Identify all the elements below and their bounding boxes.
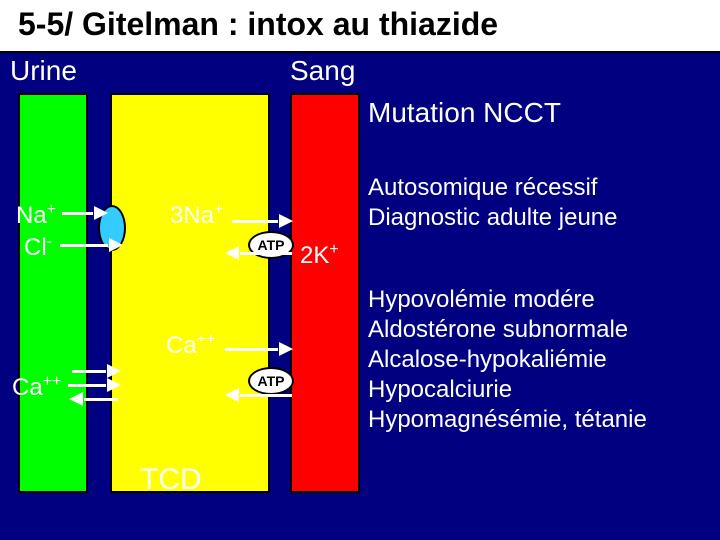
ion-cl-urine: Cl- — [24, 233, 52, 262]
ion-2k-blood: 2K+ — [300, 241, 339, 270]
atp-pump-1: ATP — [248, 231, 294, 259]
urine-compartment — [18, 93, 88, 493]
sang-label: Sang — [290, 55, 355, 87]
body-text-2: Hypovolémie modére Aldostérone subnormal… — [368, 285, 647, 435]
ion-na-urine: Na+ — [16, 201, 56, 230]
urine-label: Urine — [10, 55, 77, 87]
tcd-label: TCD — [140, 463, 202, 497]
diagram-canvas: Urine Sang ATP ATP Na+ Cl — [0, 53, 720, 533]
blood-compartment — [290, 93, 360, 493]
ion-3na-cell: 3Na+ — [170, 201, 223, 230]
ion-ca-cell: Ca++ — [166, 331, 215, 360]
atp-pump-2: ATP — [248, 367, 294, 395]
mutation-label: Mutation NCCT — [368, 97, 561, 129]
body-text-1: Autosomique récessif Diagnostic adulte j… — [368, 173, 618, 233]
ion-ca-urine: Ca++ — [12, 373, 61, 402]
cell-compartment — [110, 93, 270, 493]
slide-title: 5-5/ Gitelman : intox au thiazide — [0, 0, 720, 53]
